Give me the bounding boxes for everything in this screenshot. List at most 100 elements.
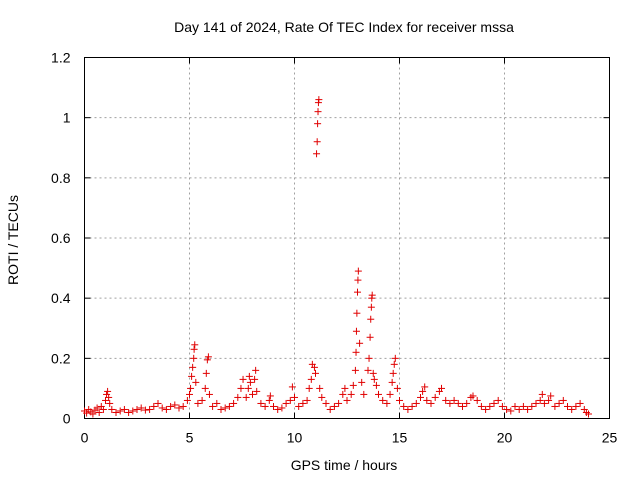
data-point [388, 378, 396, 386]
data-point [536, 396, 544, 404]
data-point [490, 399, 498, 407]
data-point [106, 399, 114, 407]
data-point [538, 390, 546, 398]
x-tick-label: 15 [392, 430, 408, 446]
x-tick-label: 0 [81, 430, 89, 446]
data-point [125, 408, 133, 416]
y-tick-label: 0 [63, 411, 71, 427]
data-point [354, 288, 361, 296]
data-point [545, 396, 553, 404]
data-point [230, 399, 238, 407]
data-point [498, 402, 506, 410]
data-point [133, 405, 141, 413]
x-axis-label: GPS time / hours [291, 457, 398, 473]
data-point [150, 402, 158, 410]
data-point [524, 405, 532, 413]
data-point [282, 399, 290, 407]
data-point [482, 405, 490, 413]
y-tick-label: 1 [63, 110, 71, 126]
y-tick-label: 0.2 [51, 350, 71, 366]
data-point [507, 407, 515, 415]
data-point [104, 387, 112, 395]
data-point [83, 409, 91, 417]
data-point [252, 366, 260, 374]
data-point [154, 399, 162, 407]
data-point [205, 390, 213, 398]
data-point [192, 378, 200, 386]
data-point [186, 390, 193, 398]
data-point [585, 410, 592, 418]
data-point [167, 402, 175, 410]
data-point [335, 399, 343, 407]
data-point [463, 399, 471, 407]
data-point [112, 408, 120, 416]
y-tick-label: 0.4 [51, 290, 71, 306]
data-point [225, 402, 233, 410]
data-point [369, 369, 377, 377]
data-point [249, 390, 256, 398]
data-point [204, 353, 212, 361]
data-point [354, 267, 362, 275]
data-point [368, 291, 376, 299]
data-point [572, 402, 580, 410]
data-point [477, 402, 485, 410]
data-point [511, 402, 519, 410]
data-point [312, 369, 319, 377]
data-point [568, 405, 576, 413]
x-tick-label: 25 [602, 430, 618, 446]
data-point [352, 348, 360, 356]
grid-layer [84, 57, 610, 419]
data-point [551, 402, 559, 410]
data-point [93, 404, 101, 412]
data-point [339, 390, 347, 398]
data-point [146, 405, 154, 413]
data-point [330, 402, 338, 410]
data-point [386, 390, 394, 398]
data-point [203, 356, 211, 364]
y-tick-label: 0.6 [51, 230, 71, 246]
data-point [515, 405, 523, 413]
data-point [116, 407, 124, 415]
data-point [494, 396, 502, 404]
data-point [234, 393, 242, 401]
data-point [303, 396, 311, 404]
data-point [367, 315, 375, 323]
data-point [417, 393, 424, 401]
data-point [341, 384, 349, 392]
data-point [221, 404, 229, 412]
data-point [454, 399, 462, 407]
data-point [316, 384, 324, 392]
data-point [473, 396, 481, 404]
data-point [412, 399, 420, 407]
data-point [421, 383, 429, 391]
data-point [239, 375, 247, 383]
data-point [202, 369, 210, 377]
data-point [245, 372, 253, 380]
data-point [459, 402, 466, 410]
ticks-layer: 0 5 10 15 20 25 0 0.2 0.4 0.6 0.8 1 1.2 [51, 50, 617, 446]
data-point [278, 404, 286, 412]
data-point [137, 404, 145, 412]
data-point [299, 399, 307, 407]
data-point [438, 384, 445, 392]
data-point [105, 393, 113, 401]
data-point [201, 384, 209, 392]
data-point [194, 399, 202, 407]
data-point [370, 375, 378, 383]
data-point [367, 303, 375, 311]
data-layer [81, 96, 592, 418]
data-point [353, 309, 361, 317]
data-point [400, 402, 408, 410]
data-point [162, 405, 170, 413]
data-point [307, 375, 315, 383]
data-point [310, 363, 318, 371]
data-point [190, 354, 198, 362]
data-point [372, 381, 380, 389]
data-point [129, 407, 137, 415]
data-point [366, 333, 374, 341]
data-point [391, 354, 399, 362]
data-point [555, 399, 563, 407]
data-point [95, 408, 103, 416]
data-point [390, 360, 398, 368]
